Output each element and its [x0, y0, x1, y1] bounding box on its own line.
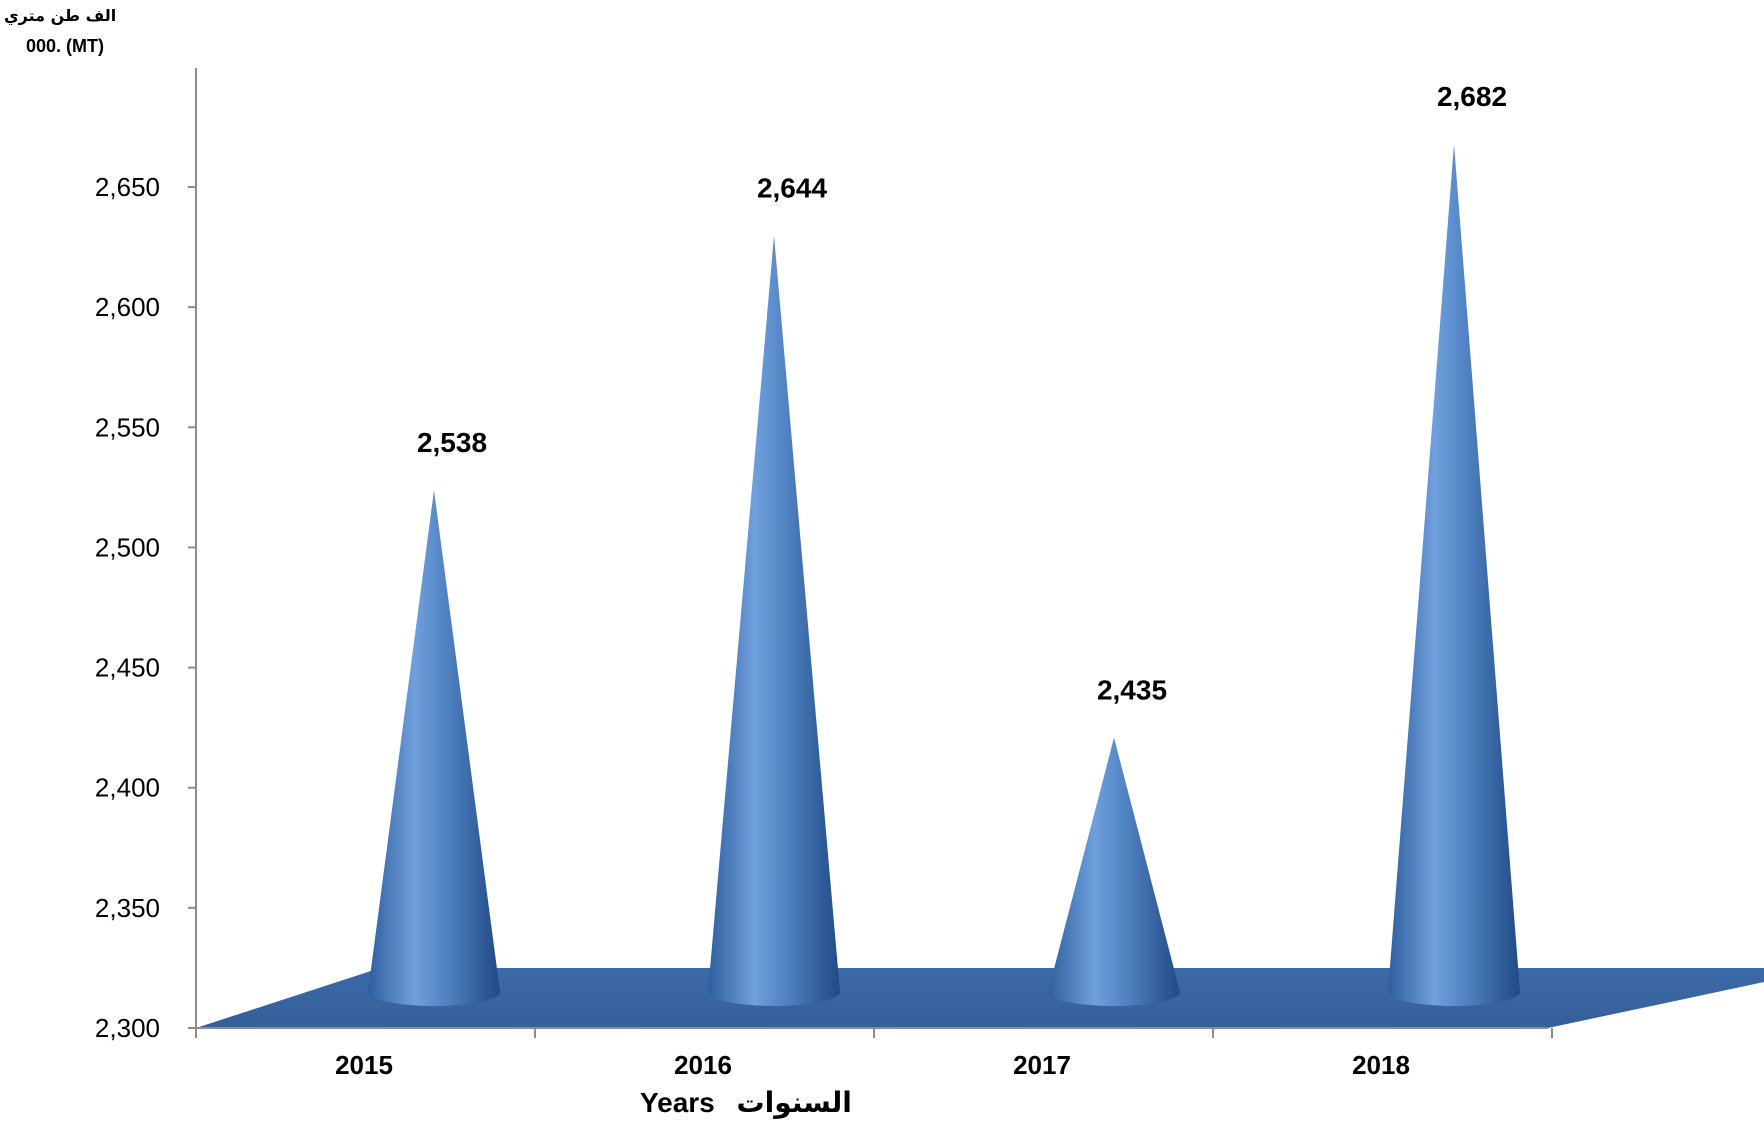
y-tick-label: 2,650: [95, 172, 160, 202]
data-label-2017: 2,435: [1097, 675, 1167, 706]
data-label-2018: 2,682: [1437, 81, 1507, 112]
x-axis-title-arabic: السنوات: [736, 1086, 852, 1119]
y-axis-title-arabic: الف طن متري: [4, 6, 117, 25]
cone-bar-2016: [708, 235, 840, 1007]
chart-floor: [196, 968, 1764, 1028]
y-tick-label: 2,500: [95, 532, 160, 562]
x-tick-label-2016: 2016: [674, 1050, 732, 1080]
x-tick-label-2015: 2015: [335, 1050, 393, 1080]
x-axis-title-english: Years: [640, 1087, 715, 1118]
y-tick-label: 2,400: [95, 773, 160, 803]
x-axis-title: Years السنوات: [640, 1086, 852, 1119]
cone-bar-2018: [1388, 144, 1520, 1006]
y-tick-label: 2,550: [95, 412, 160, 442]
data-label-2015: 2,538: [417, 427, 487, 458]
data-label-2016: 2,644: [757, 172, 827, 203]
y-tick-label: 2,450: [95, 653, 160, 683]
x-tick-label-2018: 2018: [1352, 1050, 1410, 1080]
x-tick-label-2017: 2017: [1013, 1050, 1071, 1080]
cone-bar-2017: [1048, 737, 1180, 1006]
y-tick-label: 2,350: [95, 893, 160, 923]
cone-bar-2015: [368, 490, 500, 1006]
y-axis-title-english: 000. (MT): [26, 36, 105, 56]
y-tick-label: 2,600: [95, 292, 160, 322]
y-tick-label: 2,300: [95, 1013, 160, 1043]
